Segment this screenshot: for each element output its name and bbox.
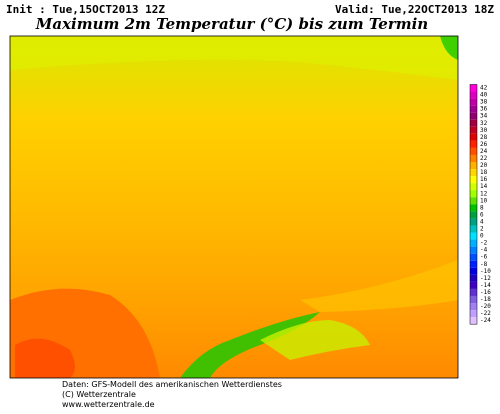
legend-label: 30	[480, 127, 488, 134]
legend-swatch	[470, 154, 477, 163]
legend-label: -4	[480, 247, 488, 254]
init-time: Init : Tue,15OCT2013 12Z	[6, 3, 165, 16]
legend-swatch	[470, 310, 477, 318]
legend-label: -16	[480, 289, 491, 296]
legend-label: 38	[480, 99, 488, 106]
legend-swatch	[470, 91, 477, 99]
legend-frame	[469, 84, 478, 325]
legend-swatch	[470, 169, 477, 177]
field-green-s	[180, 312, 320, 378]
legend-swatch	[470, 133, 477, 141]
legend-label: 6	[480, 211, 484, 218]
legend-swatch	[470, 225, 477, 233]
field-mid-se	[300, 260, 458, 312]
legend-label: 16	[480, 176, 488, 183]
legend-swatch	[470, 197, 477, 205]
legend-swatch	[470, 84, 477, 92]
legend-label: 14	[480, 183, 488, 190]
legend-swatch	[470, 232, 477, 240]
map-frame	[9, 35, 459, 379]
legend-swatch	[470, 303, 477, 311]
legend-swatch	[470, 98, 477, 106]
legend-swatch	[470, 281, 477, 289]
color-legend: 424038363432302826242220181614121086420-…	[469, 84, 491, 325]
legend-swatch	[470, 126, 477, 134]
legend-label: 22	[480, 155, 488, 162]
legend-swatch	[470, 105, 477, 113]
legend-label: -14	[480, 282, 491, 289]
legend-label: 12	[480, 190, 488, 197]
legend-swatch	[470, 162, 477, 170]
legend-label: -22	[480, 310, 491, 317]
legend-label: 10	[480, 197, 488, 204]
legend-label: 24	[480, 148, 488, 155]
legend-swatch	[470, 288, 477, 296]
legend-swatch	[470, 218, 477, 226]
legend-swatch	[470, 183, 477, 191]
legend-label: 26	[480, 141, 488, 148]
legend-label: 28	[480, 134, 488, 141]
legend-swatch	[470, 295, 477, 304]
legend-label: -2	[480, 240, 488, 247]
field-green-ne	[440, 36, 458, 60]
legend-swatch	[470, 190, 477, 198]
legend-label: -24	[480, 317, 491, 324]
footer-url: www.wetterzentrale.de	[62, 400, 155, 409]
legend-label: 4	[480, 218, 484, 225]
legend-label: 36	[480, 106, 488, 113]
legend-label: 18	[480, 169, 488, 176]
legend-label: 0	[480, 233, 484, 240]
legend-label: 8	[480, 204, 484, 211]
legend-label: -6	[480, 254, 488, 261]
legend-label: -18	[480, 296, 491, 303]
legend-swatch	[470, 317, 477, 325]
field-north	[10, 36, 458, 80]
legend-label: -8	[480, 261, 488, 268]
footer-copyright: (C) Wetterzentrale	[62, 390, 136, 399]
valid-time: Valid: Tue,22OCT2013 18Z	[335, 3, 494, 16]
legend-label: 40	[480, 92, 488, 99]
legend-swatch	[470, 267, 477, 275]
legend-swatch	[470, 246, 477, 254]
legend-label: -20	[480, 303, 491, 310]
footer-source: Daten: GFS-Modell des amerikanischen Wet…	[62, 380, 282, 389]
field-cool-s	[260, 320, 370, 360]
legend-swatch	[470, 147, 477, 155]
legend-swatch	[470, 112, 477, 120]
legend-swatch	[470, 176, 477, 184]
legend-swatch	[470, 119, 477, 127]
legend-label: 42	[480, 85, 488, 92]
legend-swatch	[470, 204, 477, 212]
legend-swatch	[470, 253, 477, 261]
legend-swatch	[470, 211, 477, 219]
legend-label: 20	[480, 162, 488, 169]
legend-label: 32	[480, 120, 488, 127]
legend-swatch	[470, 140, 477, 148]
legend-label: 2	[480, 226, 484, 233]
legend-label: 34	[480, 113, 488, 120]
legend-swatch	[470, 239, 477, 247]
field-hot-sw	[15, 338, 75, 378]
map-title: Maximum 2m Temperatur (°C) bis zum Termi…	[35, 15, 428, 33]
legend-swatch	[470, 274, 477, 282]
legend-label: -10	[480, 268, 491, 275]
legend-label: -12	[480, 275, 491, 282]
legend-swatch	[470, 260, 477, 268]
map	[9, 35, 459, 379]
